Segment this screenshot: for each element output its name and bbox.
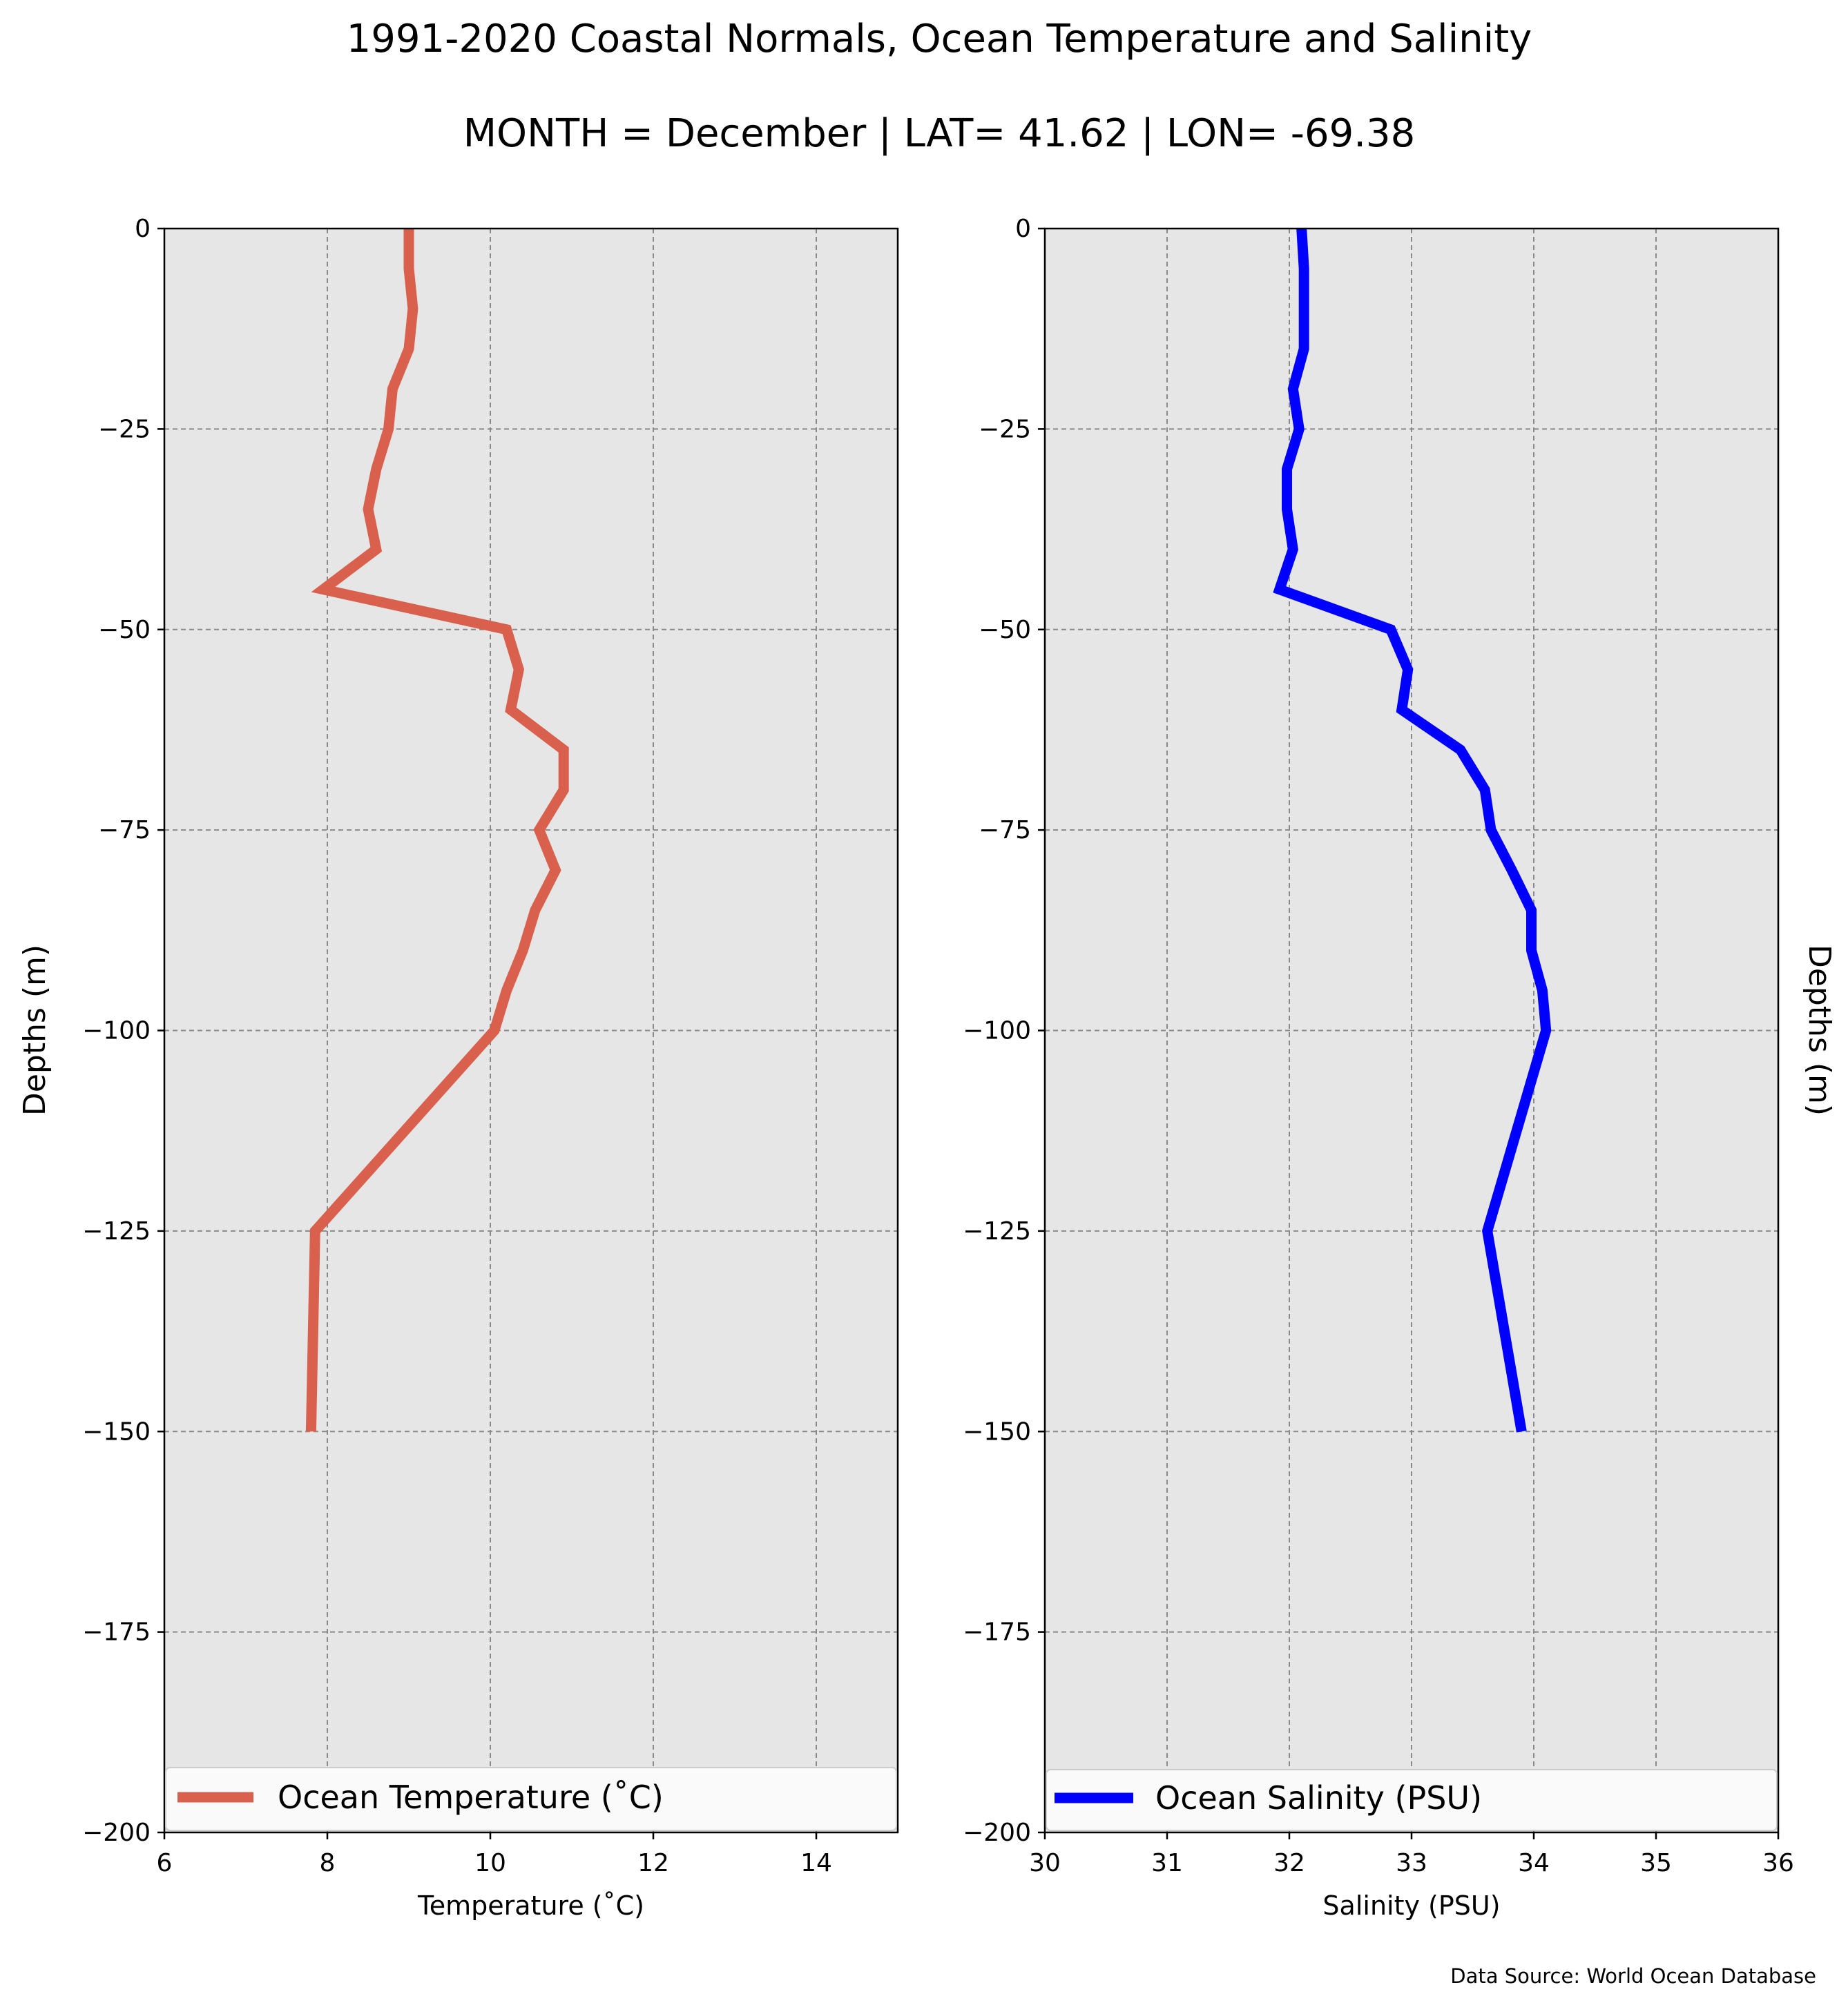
- temperature-x-tick-label: 8: [320, 1849, 336, 1877]
- salinity-y-tick-label: −125: [963, 1217, 1031, 1246]
- temperature-ticks: 6 8 10 12 14 0 −25 −50 −75 −100 −125 −150 −175 −200: [82, 215, 832, 1877]
- salinity-y-tick-label: 0: [1015, 215, 1031, 243]
- salinity-y-tick-label: −100: [963, 1017, 1031, 1045]
- salinity-y-tick-label: −50: [979, 616, 1031, 644]
- salinity-x-axis-label: Salinity (PSU): [1322, 1890, 1500, 1921]
- temperature-y-tick-label: −25: [98, 415, 151, 443]
- temperature-y-tick-label: −150: [82, 1417, 151, 1446]
- temperature-line: [305, 229, 569, 1432]
- salinity-y-tick-label: −25: [979, 415, 1031, 443]
- chart-subtitle: MONTH = December | LAT= 41.62 | LON= -69…: [463, 111, 1416, 156]
- temperature-x-tick-label: 10: [474, 1849, 506, 1877]
- salinity-legend-label: Ocean Salinity (PSU): [1155, 1779, 1482, 1817]
- data-source-note: Data Source: World Ocean Database: [1450, 1964, 1816, 1988]
- temperature-y-tick-label: −75: [98, 816, 151, 844]
- salinity-legend: Ocean Salinity (PSU): [1046, 1769, 1778, 1831]
- salinity-y-tick-label: −150: [963, 1417, 1031, 1446]
- salinity-y-tick-label: −175: [963, 1618, 1031, 1647]
- salinity-panel: 30 31 32 33 34 35 36 0 −25 −50 −75 −100 −125 −150 −175…: [963, 215, 1837, 1921]
- temperature-x-axis-label: Temperature (˚C): [417, 1890, 644, 1921]
- temperature-x-tick-label: 14: [800, 1849, 832, 1877]
- chart-title: 1991-2020 Coastal Normals, Ocean Tempera…: [347, 17, 1532, 61]
- salinity-x-tick-label: 32: [1273, 1849, 1305, 1877]
- temperature-x-tick-label: 12: [637, 1849, 669, 1877]
- salinity-y-axis-label: Depths (m): [1802, 945, 1837, 1116]
- temperature-y-tick-label: −50: [98, 616, 151, 644]
- temperature-panel: 6 8 10 12 14 0 −25 −50 −75 −100 −125 −150 −175 −200 O…: [17, 215, 899, 1921]
- temperature-legend-box: [165, 1767, 897, 1831]
- temperature-y-tick-label: 0: [135, 215, 151, 243]
- salinity-x-tick-label: 34: [1518, 1849, 1550, 1877]
- salinity-x-tick-label: 36: [1762, 1849, 1794, 1877]
- temperature-x-tick-label: 6: [157, 1849, 173, 1877]
- temperature-legend-label: Ocean Temperature (˚C): [278, 1779, 664, 1816]
- temperature-legend: Ocean Temperature (˚C): [165, 1767, 897, 1831]
- salinity-y-tick-label: −200: [963, 1819, 1031, 1847]
- temperature-y-tick-label: −200: [82, 1819, 151, 1847]
- salinity-legend-box: [1046, 1769, 1778, 1831]
- salinity-y-tick-label: −75: [979, 816, 1031, 844]
- temperature-y-tick-label: −125: [82, 1217, 151, 1246]
- salinity-x-tick-label: 31: [1151, 1849, 1183, 1877]
- temperature-y-axis-label: Depths (m): [17, 945, 52, 1116]
- temperature-y-tick-label: −100: [82, 1017, 151, 1045]
- salinity-x-tick-label: 33: [1396, 1849, 1427, 1877]
- salinity-ticks: 30 31 32 33 34 35 36 0 −25 −50 −75 −100 −125 −150 −175…: [963, 215, 1794, 1877]
- salinity-x-tick-label: 35: [1640, 1849, 1672, 1877]
- salinity-line: [1273, 228, 1552, 1433]
- temperature-y-tick-label: −175: [82, 1618, 151, 1647]
- salinity-x-tick-label: 30: [1029, 1849, 1061, 1877]
